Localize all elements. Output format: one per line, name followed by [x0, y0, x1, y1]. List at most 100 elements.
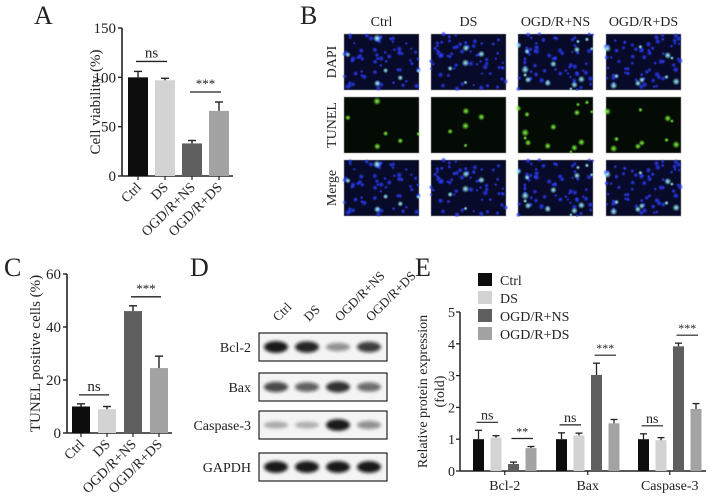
nucleus-dot [623, 196, 628, 201]
nucleus-dot [515, 212, 522, 218]
bar-ds [155, 80, 175, 176]
legend-label: OGD/R+DS [500, 328, 569, 343]
nucleus-dot [515, 86, 522, 92]
nucleus-dot [409, 187, 415, 192]
nucleus-dot [440, 157, 447, 164]
tunel-dot [462, 44, 470, 52]
nucleus-dot [536, 157, 542, 163]
nucleus-dot [453, 85, 461, 92]
nucleus-dot [609, 55, 614, 60]
tunel-dot [664, 200, 669, 206]
nucleus-dot [528, 195, 534, 200]
nucleus-dot [446, 199, 451, 204]
legend-swatch [478, 291, 492, 304]
tunel-dot [584, 99, 590, 105]
panel-d-western-blot: Ctrl DS OGD/R+NSOGD/R+DSBcl-2BaxCaspase-3G… [193, 268, 419, 482]
legend-swatch [478, 327, 492, 340]
tunel-dot [372, 160, 382, 169]
nucleus-dot [613, 173, 620, 180]
tunel-dot [344, 51, 351, 58]
nucleus-dot [453, 62, 459, 68]
micrograph-merge-ogd-r-ds [602, 158, 684, 217]
nucleus-dot [578, 211, 584, 216]
tunel-dot [344, 177, 351, 184]
nucleus-dot [453, 211, 461, 218]
tunel-dot [637, 170, 643, 176]
nucleus-dot [437, 197, 444, 204]
nucleus-dot [525, 157, 531, 164]
blot-strip-gapdh [258, 452, 388, 482]
protein-label: Caspase-3 [193, 419, 251, 434]
nucleus-dot [646, 174, 651, 179]
nucleus-dot [630, 42, 635, 48]
nucleus-dot [523, 59, 527, 64]
nucleus-dot [349, 184, 355, 190]
nucleus-dot [432, 45, 438, 51]
nucleus-dot [413, 82, 420, 90]
nucleus-dot [671, 37, 678, 44]
significance-label: *** [678, 321, 696, 335]
nucleus-dot [409, 47, 413, 51]
nucleus-dot [676, 57, 684, 65]
x-category-label: Bcl-2 [489, 479, 520, 494]
nucleus-dot [529, 35, 534, 40]
nucleus-dot [400, 208, 406, 214]
nucleus-dot [672, 66, 680, 73]
nucleus-dot [446, 54, 450, 58]
nucleus-dot [496, 191, 502, 196]
significance-label: ns [145, 45, 159, 61]
nucleus-dot [653, 60, 658, 65]
nucleus-dot [396, 49, 403, 57]
nucleus-dot [502, 204, 509, 211]
nucleus-dot [472, 209, 476, 213]
nucleus-dot [546, 52, 553, 59]
tunel-dot [544, 205, 552, 213]
protein-band [326, 342, 350, 352]
nucleus-dot [478, 59, 483, 64]
nucleus-dot [630, 168, 635, 174]
micrograph-tunel-ds [430, 96, 507, 154]
nucleus-dot [528, 69, 534, 74]
nucleus-dot [677, 42, 681, 46]
nucleus-dot [671, 62, 677, 68]
nucleus-dot [342, 199, 348, 205]
tunel-dot [609, 144, 618, 153]
nucleus-dot [540, 37, 547, 43]
nucleus-dot [358, 47, 365, 54]
nucleus-dot [495, 210, 500, 216]
row-label: Merge [325, 170, 340, 206]
nucleus-dot [613, 164, 618, 169]
nucleus-dot [534, 167, 539, 172]
nucleus-dot [440, 31, 447, 38]
nucleus-dot [452, 66, 457, 71]
protein-band [326, 381, 350, 393]
nucleus-dot [493, 56, 498, 61]
nucleus-dot [603, 180, 610, 186]
panel-letter-c: C [4, 253, 21, 282]
protein-band [326, 419, 350, 431]
protein-band [357, 461, 381, 473]
nucleus-dot [532, 188, 538, 195]
nucleus-dot [384, 185, 389, 190]
nucleus-dot [413, 175, 419, 181]
nucleus-dot [646, 48, 651, 53]
nucleus-dot [609, 181, 614, 186]
nucleus-dot [552, 161, 557, 166]
nucleus-dot [391, 206, 396, 211]
tunel-dot [462, 170, 470, 178]
nucleus-dot [496, 37, 501, 43]
nucleus-dot [484, 60, 490, 67]
nucleus-dot [478, 84, 485, 91]
tunel-dot [447, 65, 454, 72]
nucleus-dot [415, 182, 420, 188]
nucleus-dot [633, 172, 639, 178]
bar-ds [98, 409, 116, 433]
nucleus-dot [622, 39, 628, 45]
micrograph-background [343, 96, 420, 154]
nucleus-dot [447, 160, 452, 166]
tunel-dot [664, 74, 669, 80]
tunel-dot [589, 172, 594, 177]
nucleus-dot [653, 186, 658, 191]
